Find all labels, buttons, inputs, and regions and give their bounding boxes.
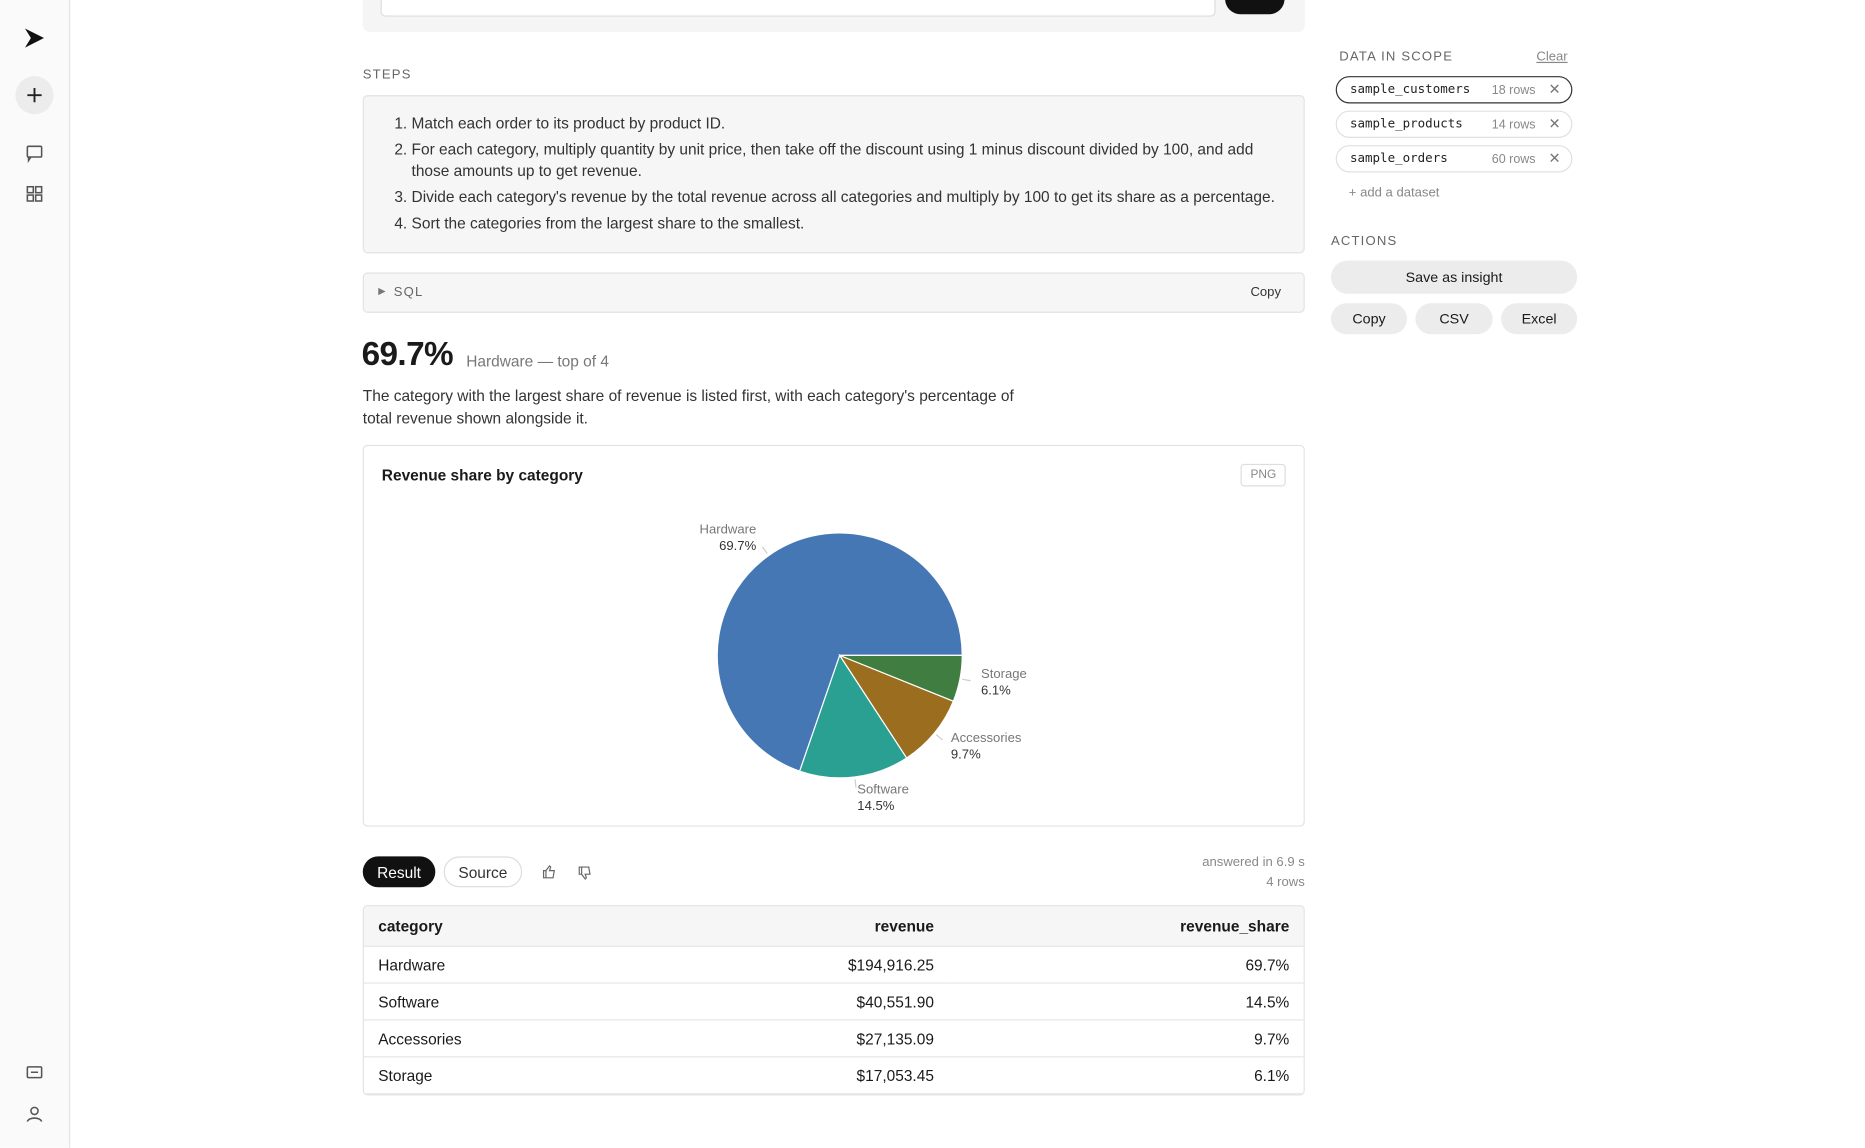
dataset-name: sample_orders (1349, 151, 1448, 166)
dataset-chip[interactable]: sample_orders 60 rows ✕ (1335, 145, 1573, 173)
scope-label: DATA IN SCOPE (1339, 49, 1454, 65)
table-cell: 14.5% (948, 983, 1304, 1021)
clear-link[interactable]: Clear (1536, 49, 1568, 65)
slice-label: Accessories (951, 730, 1022, 745)
feedback-icon[interactable] (23, 1061, 47, 1085)
table-cell: Storage (363, 1056, 653, 1095)
query-bar (362, 0, 1305, 33)
timing: answered in 6.9 s (1202, 855, 1305, 870)
result-table: category revenue revenue_share Hardware $… (362, 905, 1305, 1096)
step: Sort the categories from the largest sha… (412, 213, 1292, 234)
step: Match each order to its product by produ… (412, 113, 1292, 134)
sql-label: SQL (393, 285, 424, 300)
table-row: Hardware $194,916.25 69.7% (363, 946, 1304, 984)
new-button[interactable] (15, 76, 54, 115)
table-cell: 6.1% (948, 1056, 1304, 1095)
sql-copy[interactable]: Copy (1250, 285, 1281, 300)
steps-list: Match each order to its product by produ… (376, 113, 1292, 234)
pie-slice (798, 654, 908, 779)
disclosure-icon: ▶ (378, 285, 386, 297)
headline-caption: Hardware — top of 4 (466, 352, 609, 370)
steps-label: STEPS (362, 67, 412, 83)
dashboard-icon[interactable] (23, 182, 47, 206)
sidebar (0, 0, 71, 1148)
slice-value: 9.7% (951, 747, 981, 762)
chart-card: Revenue share by category PNG Hardware 69… (362, 444, 1305, 827)
dataset-chip[interactable]: sample_customers 18 rows ✕ (1335, 76, 1573, 104)
tab[interactable]: Source (443, 856, 523, 888)
dataset-rows: 18 rows (1491, 83, 1536, 98)
summary: The category with the largest share of r… (362, 386, 1014, 427)
action-button[interactable]: Copy (1330, 303, 1408, 335)
dataset-rows: 14 rows (1491, 117, 1536, 133)
sql-bar[interactable]: ▶ SQL Copy (362, 272, 1305, 313)
leader-line (962, 678, 971, 682)
table-row: Accessories $27,135.09 9.7% (363, 1019, 1304, 1058)
dataset-rows: 60 rows (1491, 152, 1536, 167)
column-header[interactable]: category (363, 906, 653, 947)
leader-line (935, 734, 944, 741)
table-cell: Hardware (363, 946, 653, 984)
add-dataset[interactable]: + add a dataset (1348, 185, 1440, 200)
remove-dataset[interactable]: ✕ (1548, 115, 1561, 133)
thumbs-up[interactable] (541, 864, 558, 881)
table-cell: 69.7% (948, 946, 1304, 984)
actions-label: ACTIONS (1330, 234, 1398, 249)
table-row: Software $40,551.90 14.5% (363, 983, 1304, 1021)
thumbs-down[interactable] (577, 865, 594, 882)
column-header[interactable]: revenue_share (948, 906, 1304, 947)
slice-label: Hardware (700, 521, 757, 536)
step: For each category, multiply quantity by … (412, 139, 1292, 182)
remove-dataset[interactable]: ✕ (1548, 80, 1561, 98)
chat-icon[interactable] (23, 140, 47, 164)
action-button[interactable]: Excel (1501, 303, 1578, 335)
pie-slice (716, 532, 963, 772)
dataset-name: sample_customers (1349, 82, 1471, 97)
account-icon[interactable] (23, 1103, 47, 1127)
steps-box: Match each order to its product by produ… (362, 95, 1305, 254)
png-button[interactable]: PNG (1240, 463, 1286, 487)
pie-chart: Hardware 69.7% Software 14.5% Accessories 9.7… (700, 521, 1027, 813)
dataset-name: sample_products (1349, 116, 1463, 131)
logo[interactable] (23, 26, 47, 50)
action-button[interactable]: CSV (1415, 303, 1493, 335)
slice-value: 6.1% (981, 683, 1011, 698)
send-button[interactable] (1225, 0, 1285, 15)
table-cell: 9.7% (948, 1019, 1304, 1058)
headline-value: 69.7% (361, 335, 454, 373)
column-header[interactable]: revenue (652, 906, 949, 947)
step: Divide each category's revenue by the to… (412, 187, 1292, 208)
table-cell: Accessories (363, 1019, 653, 1058)
table-cell: $17,053.45 (652, 1056, 949, 1095)
remove-dataset[interactable]: ✕ (1548, 149, 1561, 167)
slice-value: 14.5% (857, 798, 894, 813)
slice-label: Storage (981, 666, 1027, 681)
row-count: 4 rows (1266, 875, 1305, 890)
table-cell: $40,551.90 (652, 983, 949, 1021)
leader-line (854, 779, 857, 788)
query-input[interactable] (380, 0, 1216, 17)
dataset-chip[interactable]: sample_products 14 rows ✕ (1335, 110, 1573, 138)
table-row: Storage $17,053.45 6.1% (363, 1056, 1304, 1095)
leader-line (761, 546, 768, 554)
save-insight[interactable]: Save as insight (1330, 260, 1578, 294)
tab[interactable]: Result (362, 856, 436, 888)
pie-slice (838, 654, 955, 759)
pie-slice (839, 654, 963, 702)
table-cell: $194,916.25 (652, 946, 949, 984)
table-cell: Software (363, 983, 653, 1021)
slice-value: 69.7% (719, 538, 756, 553)
chart-title: Revenue share by category (381, 466, 583, 485)
table-cell: $27,135.09 (652, 1019, 949, 1058)
slice-label: Software (857, 781, 909, 796)
